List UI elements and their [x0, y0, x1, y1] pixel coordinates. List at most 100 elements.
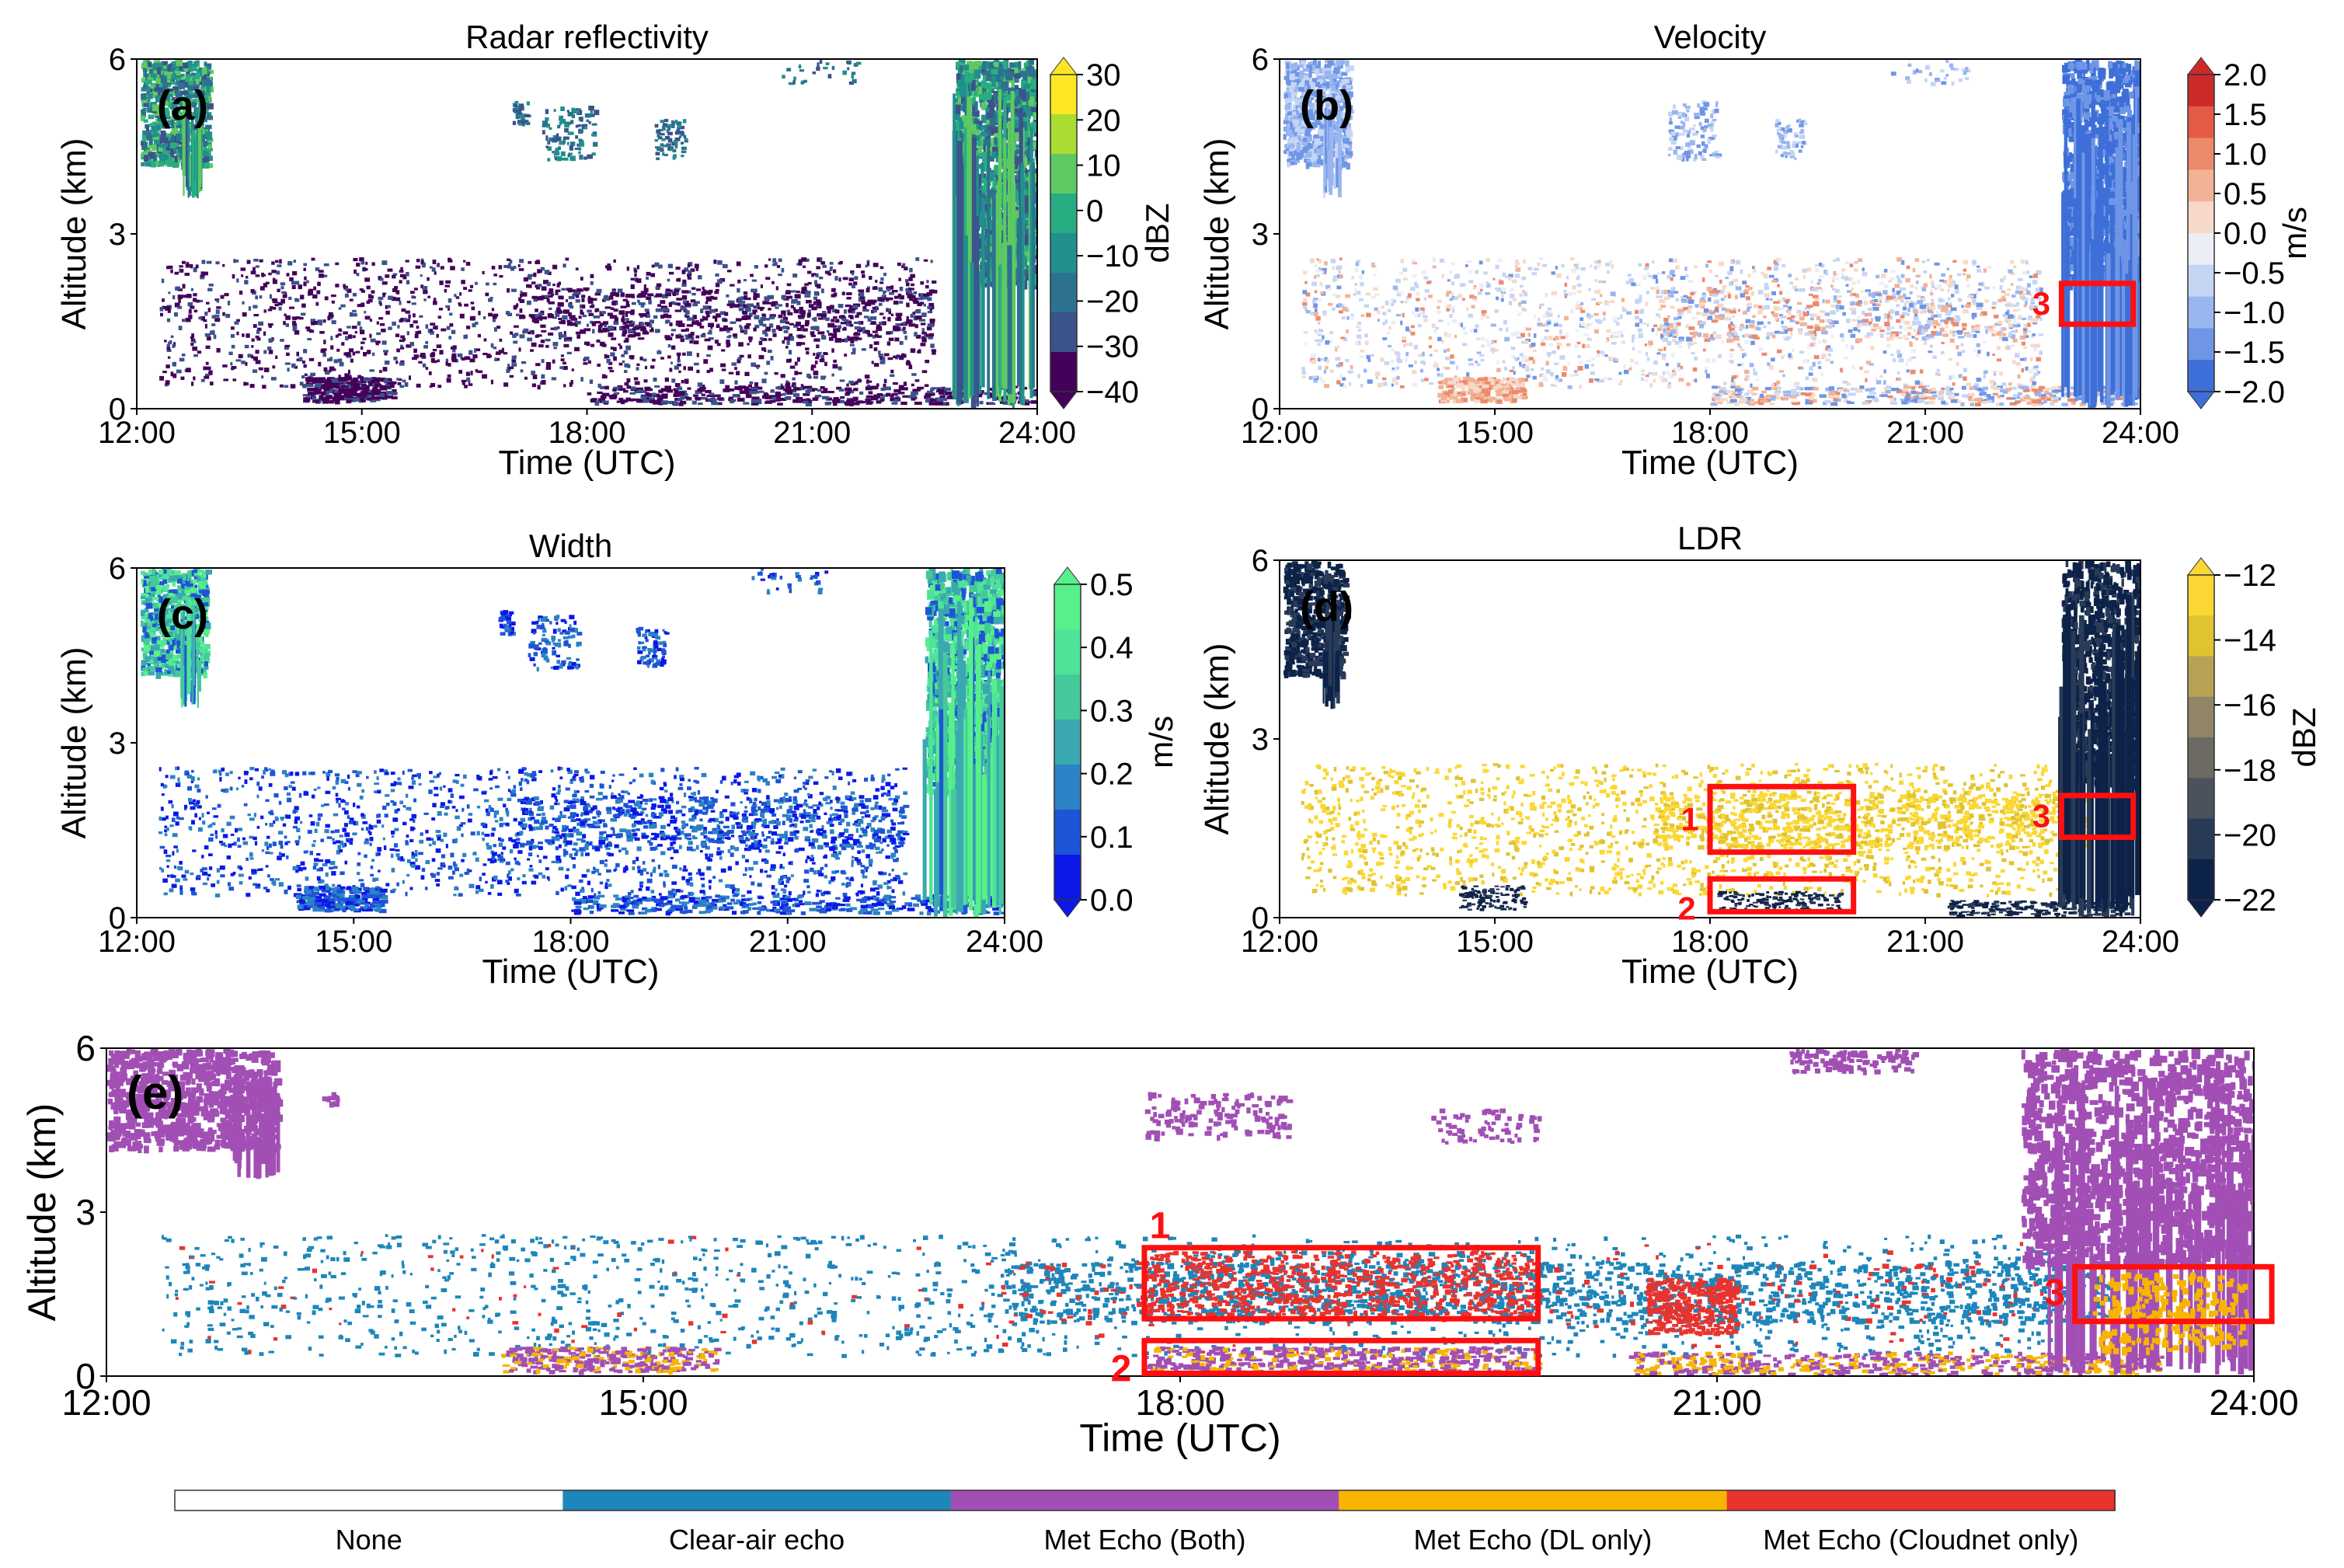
data-cell	[892, 382, 898, 385]
data-cell	[294, 280, 300, 285]
data-cell	[866, 384, 871, 389]
data-cell	[831, 287, 836, 292]
data-cell	[1015, 165, 1022, 172]
data-cell	[597, 383, 601, 389]
data-cell	[149, 68, 154, 76]
data-cell	[664, 291, 672, 294]
data-cell	[419, 354, 423, 357]
data-cell	[458, 304, 462, 307]
data-cell	[817, 313, 824, 317]
data-cell	[170, 98, 175, 104]
data-cell	[530, 349, 534, 352]
data-cell	[388, 326, 392, 330]
data-cell	[569, 322, 576, 326]
data-cell	[876, 326, 883, 331]
data-cell	[1035, 197, 1037, 207]
data-cell	[768, 323, 774, 328]
data-cell	[851, 75, 854, 79]
data-cell	[351, 326, 357, 329]
data-cell	[162, 155, 169, 160]
data-cell	[866, 286, 870, 290]
data-cell	[327, 315, 331, 321]
data-cell	[1033, 108, 1037, 120]
data-cell	[507, 288, 510, 293]
data-cell	[303, 281, 307, 287]
data-cell	[167, 96, 171, 103]
data-cell	[231, 326, 235, 330]
data-cell	[804, 294, 811, 298]
data-cell	[845, 304, 851, 308]
data-column	[967, 96, 972, 399]
data-cell	[982, 74, 987, 85]
data-cell	[813, 371, 819, 375]
data-cell	[623, 350, 629, 355]
data-cell	[992, 146, 999, 156]
data-cell	[379, 323, 385, 326]
data-cell	[890, 330, 893, 335]
colorbar-tick-label: 10	[1086, 149, 1121, 183]
data-cell	[977, 152, 983, 158]
data-cell	[291, 363, 296, 368]
data-cell	[831, 348, 834, 353]
data-cell	[612, 301, 616, 306]
data-cell	[644, 365, 648, 370]
data-cell	[388, 295, 393, 300]
data-column	[1003, 138, 1007, 389]
data-cell	[331, 385, 340, 389]
data-cell	[144, 160, 151, 164]
data-cell	[175, 92, 181, 99]
data-cell	[345, 376, 353, 381]
data-cell	[787, 312, 793, 315]
data-cell	[664, 321, 668, 324]
data-cell	[466, 326, 471, 329]
data-cell	[653, 377, 657, 382]
data-cell	[425, 367, 429, 370]
data-cell	[621, 354, 625, 357]
data-cell	[608, 361, 613, 365]
data-cell	[859, 296, 866, 299]
data-cell	[849, 402, 854, 406]
data-cell	[420, 274, 423, 277]
data-cell	[174, 155, 180, 162]
data-cell	[323, 392, 329, 395]
data-cell	[590, 343, 594, 347]
data-cell	[508, 366, 514, 369]
data-cell	[176, 109, 180, 113]
data-cell	[992, 179, 997, 190]
data-cell	[162, 305, 165, 309]
data-cell	[778, 274, 782, 277]
data-cell	[155, 95, 161, 103]
data-cell	[633, 326, 640, 330]
data-cell	[1013, 156, 1022, 165]
data-cell	[381, 282, 387, 285]
data-cell	[987, 104, 994, 113]
data-cell	[263, 283, 268, 287]
data-cell	[758, 390, 764, 393]
data-cell	[637, 337, 645, 340]
data-cell	[609, 370, 615, 373]
data-cell	[852, 336, 859, 340]
data-cell	[873, 347, 878, 351]
data-cell	[284, 362, 291, 365]
data-cell	[552, 316, 557, 319]
data-cell	[654, 385, 660, 388]
data-cell	[175, 286, 181, 290]
data-cell	[808, 304, 814, 308]
data-cell	[825, 62, 830, 65]
data-cell	[700, 396, 708, 400]
data-cell	[493, 282, 497, 286]
data-cell	[901, 265, 904, 268]
data-cell	[983, 160, 990, 172]
data-cell	[1303, 110, 1311, 113]
data-cell	[324, 380, 332, 385]
data-cell	[891, 392, 898, 396]
data-cell	[699, 326, 705, 329]
data-cell	[343, 377, 349, 382]
data-cell	[643, 330, 648, 335]
data-cell	[999, 399, 1007, 402]
data-cell	[684, 378, 689, 383]
data-cell	[816, 344, 820, 349]
data-cell	[789, 333, 793, 336]
data-cell	[512, 120, 517, 125]
